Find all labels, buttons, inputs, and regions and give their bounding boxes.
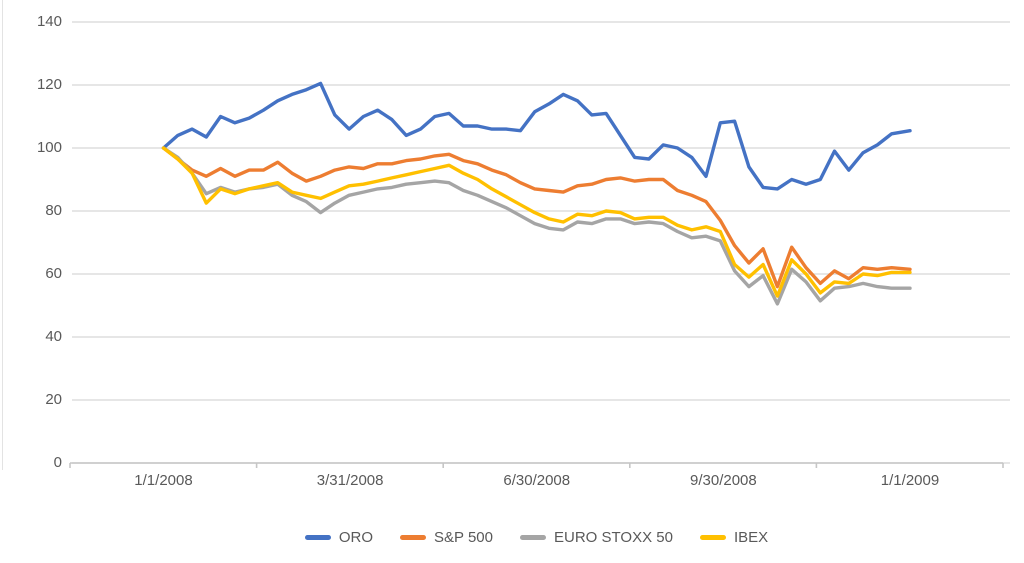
x-axis-label: 1/1/2008 (134, 472, 193, 489)
legend-marker-sp500 (400, 534, 427, 540)
legend-item-oro: ORO (304, 528, 374, 546)
x-axis-label: 9/30/2008 (690, 472, 757, 489)
legend-label-eurostoxx50: EURO STOXX 50 (554, 528, 673, 546)
y-axis-label: 40 (45, 328, 62, 345)
legend-label-sp500: S&P 500 (434, 528, 493, 546)
y-axis-label: 140 (36, 13, 62, 30)
y-axis-label: 60 (45, 265, 62, 282)
y-axis-label: 120 (36, 76, 62, 93)
x-axis-label: 6/30/2008 (503, 472, 571, 489)
legend-item-eurostoxx50: EURO STOXX 50 (520, 529, 673, 546)
chart-left-border (2, 0, 3, 470)
y-axis-label: 80 (45, 202, 62, 219)
y-axis-label: 0 (53, 454, 62, 471)
legend-marker-oro (304, 534, 331, 540)
legend-item-ibex: IBEX (699, 528, 769, 546)
legend-label-ibex: IBEX (733, 528, 769, 546)
x-axis-label: 3/31/2008 (316, 472, 384, 489)
legend-item-sp500: S&P 500 (400, 529, 493, 546)
legend-marker-ibex (699, 534, 726, 540)
x-axis-label: 1/1/2009 (880, 472, 940, 489)
legend-label-oro: ORO (338, 528, 374, 546)
y-axis-label: 100 (36, 139, 62, 156)
legend-marker-eurostoxx50 (520, 534, 546, 540)
legend: ORO S&P 500 EURO STOXX 50 IBEX (70, 524, 1003, 550)
y-axis-label: 20 (45, 391, 62, 408)
